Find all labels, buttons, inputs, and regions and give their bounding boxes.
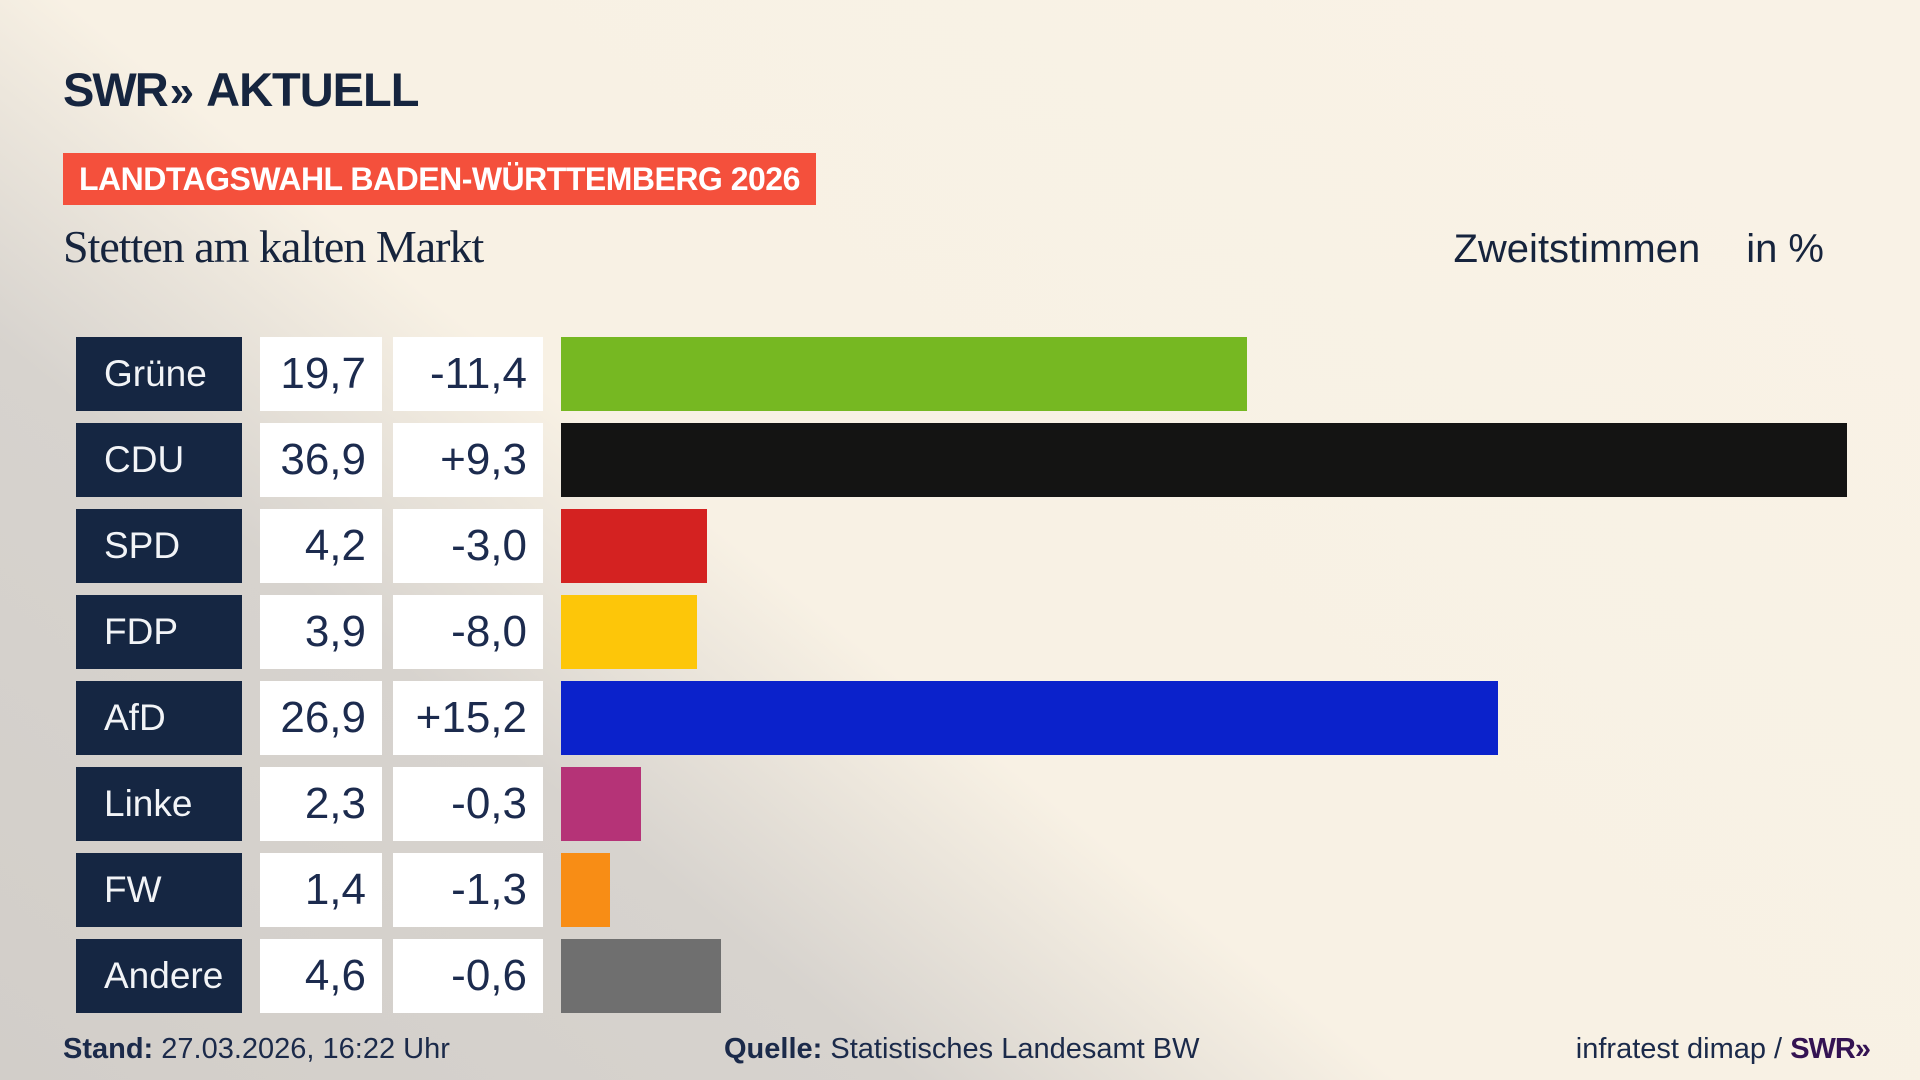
result-bar — [561, 509, 708, 583]
change-value-box: -1,3 — [393, 853, 543, 927]
change-value-box: -0,3 — [393, 767, 543, 841]
change-value-box: +15,2 — [393, 681, 543, 755]
swr-aktuell-logo: SWR » AKTUELL — [63, 62, 419, 117]
bar-track — [561, 423, 1857, 497]
party-label: FDP — [104, 611, 178, 652]
banner-label: LANDTAGSWAHL BADEN-WÜRTTEMBERG 2026 — [79, 160, 800, 197]
unit-label: in % — [1746, 227, 1824, 271]
change-value-box: -11,4 — [393, 337, 543, 411]
election-banner: LANDTAGSWAHL BADEN-WÜRTTEMBERG 2026 — [63, 153, 816, 205]
result-bar — [561, 423, 1847, 497]
source-info: Quelle: Statistisches Landesamt BW — [724, 1033, 1199, 1066]
metric-label: Zweitstimmen — [1453, 227, 1701, 271]
party-label: Linke — [104, 783, 193, 824]
result-row: FW 1,4 -1,3 — [76, 853, 1857, 927]
party-label: FW — [104, 869, 162, 910]
bar-track — [561, 337, 1857, 411]
result-bar — [561, 767, 642, 841]
bar-track — [561, 939, 1857, 1013]
party-label: Grüne — [104, 353, 207, 394]
party-name-box: Grüne — [76, 337, 242, 411]
credit-chevron-icon: » — [1854, 1033, 1871, 1065]
credit-swr-logo: SWR — [1790, 1033, 1856, 1065]
source-value: Statistisches Landesamt BW — [830, 1033, 1200, 1065]
change-value-box: -3,0 — [393, 509, 543, 583]
party-name-box: FDP — [76, 595, 242, 669]
party-label: SPD — [104, 525, 181, 566]
percent-value-box: 26,9 — [260, 681, 382, 755]
change-value-box: +9,3 — [393, 423, 543, 497]
percent-value-box: 3,9 — [260, 595, 382, 669]
bar-track — [561, 595, 1857, 669]
double-chevron-icon: » — [169, 67, 195, 116]
stand-value: 27.03.2026, 16:22 Uhr — [161, 1033, 450, 1065]
result-bar — [561, 337, 1248, 411]
party-name-box: Andere — [76, 939, 242, 1013]
result-row: Grüne 19,7 -11,4 — [76, 337, 1857, 411]
result-bar — [561, 939, 722, 1013]
credit-text: infratest dimap / — [1575, 1033, 1783, 1065]
percent-value-box: 2,3 — [260, 767, 382, 841]
party-name-box: CDU — [76, 423, 242, 497]
percent-value-box: 36,9 — [260, 423, 382, 497]
result-bar — [561, 681, 1499, 755]
aktuell-logo-text: AKTUELL — [206, 63, 419, 116]
result-row: FDP 3,9 -8,0 — [76, 595, 1857, 669]
result-bar — [561, 853, 610, 927]
party-label: AfD — [104, 697, 166, 738]
percent-value-box: 4,2 — [260, 509, 382, 583]
result-row: CDU 36,9 +9,3 — [76, 423, 1857, 497]
municipality-title: Stetten am kalten Markt — [63, 221, 484, 272]
metric-header: Zweitstimmen in % — [1453, 227, 1824, 272]
result-bar — [561, 595, 697, 669]
percent-value-box: 4,6 — [260, 939, 382, 1013]
party-name-box: AfD — [76, 681, 242, 755]
bar-track — [561, 853, 1857, 927]
swr-logo-text: SWR — [63, 63, 169, 116]
bar-track — [561, 509, 1857, 583]
result-row: SPD 4,2 -3,0 — [76, 509, 1857, 583]
source-label: Quelle: — [724, 1033, 823, 1065]
stand-info: Stand: 27.03.2026, 16:22 Uhr — [63, 1033, 450, 1066]
result-row: AfD 26,9 +15,2 — [76, 681, 1857, 755]
stand-label: Stand: — [63, 1033, 154, 1065]
result-row: Linke 2,3 -0,3 — [76, 767, 1857, 841]
party-label: CDU — [104, 439, 185, 480]
party-name-box: FW — [76, 853, 242, 927]
percent-value-box: 1,4 — [260, 853, 382, 927]
credit-info: infratest dimap / SWR» — [1575, 1033, 1871, 1066]
title-row: Stetten am kalten Markt Zweitstimmen in … — [63, 220, 1857, 273]
party-name-box: SPD — [76, 509, 242, 583]
change-value-box: -8,0 — [393, 595, 543, 669]
bar-track — [561, 767, 1857, 841]
results-list: Grüne 19,7 -11,4 CDU 36,9 +9,3 SPD 4,2 -… — [76, 337, 1857, 1025]
party-name-box: Linke — [76, 767, 242, 841]
percent-value-box: 19,7 — [260, 337, 382, 411]
footer: Stand: 27.03.2026, 16:22 Uhr Quelle: Sta… — [63, 1033, 1871, 1073]
party-label: Andere — [104, 955, 224, 996]
bar-track — [561, 681, 1857, 755]
change-value-box: -0,6 — [393, 939, 543, 1013]
result-row: Andere 4,6 -0,6 — [76, 939, 1857, 1013]
